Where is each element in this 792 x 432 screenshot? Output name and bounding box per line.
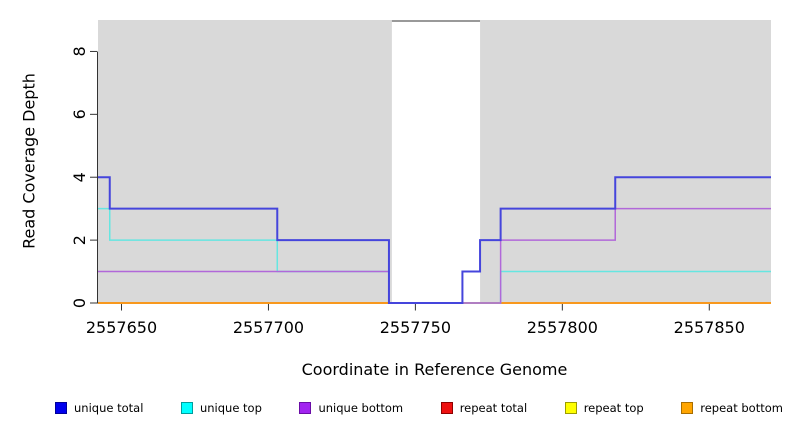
legend-item-repeat-top: repeat top: [564, 401, 644, 415]
x-tick-label: 2557850: [674, 318, 745, 337]
x-axis-title: Coordinate in Reference Genome: [301, 360, 568, 379]
y-tick-label: 0: [70, 298, 89, 308]
x-tick-label: 2557800: [527, 318, 598, 337]
legend-swatch-unique-top: [180, 402, 193, 414]
chart-canvas: 2557650 2557700 2557750 2557800 2557850 0 2 4 6 8: [70, 20, 771, 337]
legend-label: unique bottom: [318, 401, 404, 415]
legend-swatch-repeat-bottom: [681, 402, 694, 414]
legend: unique total unique top unique bottom repea…: [55, 399, 783, 417]
legend-item-repeat-total: repeat total: [440, 401, 528, 415]
x-tick-label: 2557750: [380, 318, 451, 337]
y-tick-label: 6: [70, 109, 89, 119]
x-tick-label: 2557650: [86, 318, 157, 337]
y-tick-label: 2: [70, 235, 89, 245]
legend-item-unique-total: unique total: [55, 401, 143, 415]
legend-label: repeat top: [583, 401, 644, 415]
legend-swatch-repeat-total: [440, 402, 453, 414]
legend-label: unique total: [74, 401, 144, 415]
y-tick-label: 4: [70, 172, 89, 182]
legend-item-unique-bottom: unique bottom: [299, 401, 403, 415]
legend-swatch-unique-bottom: [299, 402, 312, 414]
legend-item-repeat-bottom: repeat bottom: [681, 401, 783, 415]
y-axis-title: Read Coverage Depth: [19, 73, 39, 249]
legend-swatch-repeat-top: [564, 402, 577, 414]
legend-label: repeat total: [459, 401, 528, 415]
legend-label: unique top: [199, 401, 262, 415]
legend-item-unique-top: unique top: [180, 401, 262, 415]
series-line-unique-total: [98, 176, 771, 304]
legend-swatch-unique-total: [55, 402, 67, 414]
y-tick-label: 8: [70, 46, 89, 56]
x-tick-label: 2557700: [233, 318, 304, 337]
masked-region: [391, 20, 481, 303]
legend-label: repeat bottom: [700, 401, 783, 415]
